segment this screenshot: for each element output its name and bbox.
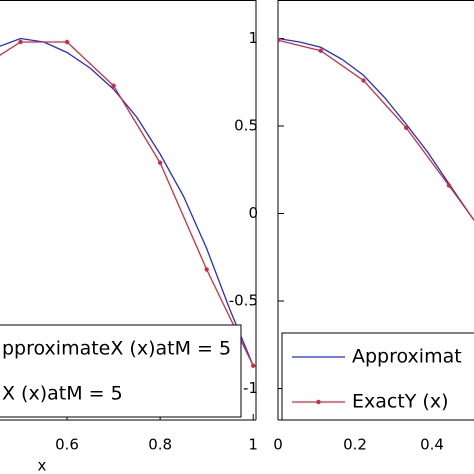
legend-label: Approximat	[352, 346, 462, 368]
x-tick-label: 0.2	[343, 436, 367, 454]
y-tick-label: -1	[243, 379, 258, 397]
x-tick-label: 0.6	[55, 436, 79, 454]
x-tick-label: 1	[248, 436, 258, 454]
series-line	[278, 39, 474, 222]
plot-area	[278, 37, 474, 222]
legend-label: X (x)atM = 5	[2, 383, 123, 405]
data-point	[361, 78, 366, 83]
legend-box	[281, 332, 474, 421]
y-tick-label: 1	[248, 29, 258, 47]
x-axis-label: x	[38, 457, 47, 474]
data-point	[446, 183, 452, 188]
series-line	[0, 37, 254, 366]
plot-area	[0, 37, 256, 368]
legend-marker	[316, 399, 321, 405]
data-point	[18, 39, 23, 45]
legend-box	[0, 324, 242, 418]
data-point	[251, 363, 256, 368]
data-point	[404, 125, 409, 130]
x-tick-label: 0.8	[148, 436, 172, 454]
y-tick-label: -0.5	[229, 292, 258, 310]
data-point	[157, 160, 163, 165]
series-line	[0, 41, 254, 367]
data-point	[111, 83, 116, 88]
data-point	[318, 48, 323, 53]
y-tick-label: 0.5	[234, 117, 258, 135]
series-line	[278, 37, 474, 222]
x-tick-label: 0	[273, 436, 283, 454]
data-point	[64, 39, 70, 45]
legend-label: ExactY (x)	[352, 391, 449, 413]
y-tick-label: 0	[248, 204, 258, 222]
x-tick-label: 0.4	[420, 436, 444, 454]
data-point	[204, 267, 209, 272]
legend-label: pproximateX (x)atM = 5	[2, 338, 231, 360]
data-point	[278, 38, 281, 43]
